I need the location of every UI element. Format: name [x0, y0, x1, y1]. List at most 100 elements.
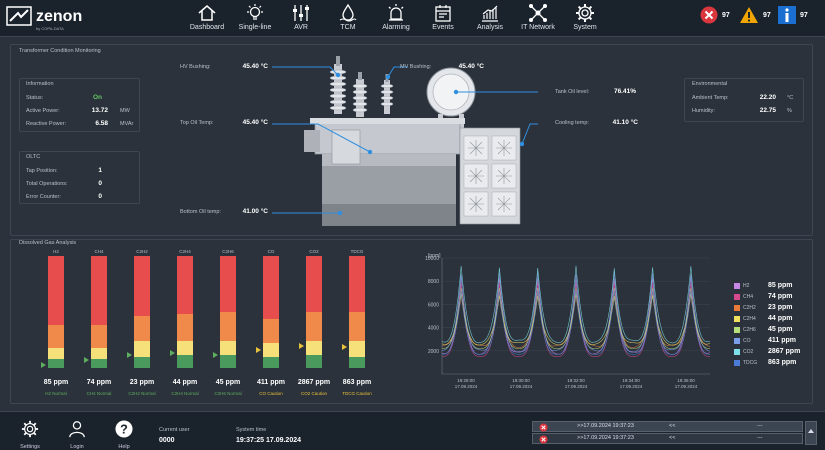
- gas-value: 411 ppm: [256, 379, 285, 386]
- login-button[interactable]: Login: [59, 420, 95, 450]
- event-list-scrollbar[interactable]: [805, 421, 817, 445]
- legend-name: TDCG: [743, 360, 758, 366]
- alarm-error-indicator[interactable]: 97: [700, 6, 736, 26]
- nav-single-line-label: Single-line: [238, 24, 272, 31]
- y-tick-label: 4000: [428, 326, 439, 332]
- x-tick-label: 19:32:00: [567, 378, 585, 383]
- gear-icon: [576, 4, 594, 22]
- series-line-c2h4: [441, 293, 711, 346]
- nav-dashboard-label: Dashboard: [189, 24, 225, 31]
- legend-name: C2H4: [743, 316, 756, 322]
- gas-value: 863 ppm: [342, 379, 372, 386]
- series-line-co2: [441, 265, 711, 344]
- tap-position-value: 1: [98, 167, 102, 174]
- warning-icon: [740, 7, 758, 23]
- nav-single-line[interactable]: Single-line: [235, 0, 275, 37]
- brand-sub: by COPA-DATA: [36, 26, 64, 31]
- nav-dashboard[interactable]: Dashboard: [187, 0, 227, 37]
- nav-system[interactable]: System: [567, 0, 603, 37]
- gas-status: C2H2 Normal: [128, 391, 156, 396]
- gas-level-marker: [213, 351, 218, 358]
- ambient-temp-unit: °C: [787, 95, 794, 101]
- legend-name: CO2: [743, 349, 754, 355]
- gas-bar-column: CO 411 ppm CO Caution: [255, 249, 287, 399]
- y-tick-label: 8000: [428, 279, 439, 285]
- y-tick-label: 2000: [428, 349, 439, 355]
- legend-swatch: [734, 338, 740, 344]
- legend-value: 45 ppm: [768, 326, 793, 333]
- scroll-up-icon: [808, 429, 814, 433]
- legend-item: TDCG 863 ppm: [734, 358, 810, 368]
- nav-tcm[interactable]: TCM: [330, 0, 366, 37]
- mv-bushing-label: MV Bushing:: [400, 64, 432, 70]
- nav-analysis[interactable]: Analysis: [472, 0, 508, 37]
- bottom-oil-value: 41.00 °C: [242, 208, 268, 215]
- event-error-icon: [539, 423, 548, 432]
- beacon-icon: [388, 4, 404, 21]
- gas-level-marker: [84, 357, 89, 364]
- legend-value: 2867 ppm: [768, 348, 801, 355]
- event-row[interactable]: >>17.09.2024 19:37:23 << ---: [532, 433, 803, 444]
- legend-name: H2: [743, 283, 750, 289]
- x-tick-label: 17.09.2024: [565, 384, 588, 389]
- reactive-power-value: 6.58: [95, 120, 108, 127]
- legend-name: C2H6: [743, 327, 756, 333]
- total-operations-value: 0: [98, 180, 102, 187]
- nav-tcm-label: TCM: [340, 24, 356, 31]
- gas-level-marker: [342, 343, 347, 350]
- tank-oil-label: Tank Oil level:: [555, 89, 590, 95]
- settings-button[interactable]: Settings: [12, 420, 48, 450]
- gas-bar-column: C2H2 23 ppm C2H2 Normal: [126, 249, 158, 399]
- legend-swatch: [734, 294, 740, 300]
- legend-item: C2H6 45 ppm: [734, 325, 810, 335]
- gas-value: 2867 ppm: [297, 379, 331, 386]
- gas-level-bar: [134, 256, 150, 368]
- legend-value: 74 ppm: [768, 293, 793, 300]
- tank-oil-value: 76.41%: [613, 88, 636, 95]
- svg-text:?: ?: [120, 423, 128, 437]
- active-power-unit: MW: [120, 108, 130, 114]
- gas-level-marker: [170, 350, 175, 357]
- series-line-h2: [441, 276, 711, 355]
- nav-it-network[interactable]: IT Network: [518, 0, 558, 37]
- gas-bar-column: CH4 74 ppm CH4 Normal: [83, 249, 115, 399]
- help-button[interactable]: ? Help: [106, 420, 142, 450]
- nav-events[interactable]: Events: [425, 0, 461, 37]
- gas-level-bar: [220, 256, 236, 368]
- legend-swatch: [734, 283, 740, 289]
- zenon-logo: zenon by COPA-DATA: [6, 4, 101, 32]
- legend-swatch: [734, 305, 740, 311]
- status-value: On: [92, 94, 102, 101]
- alarm-error-count: 97: [722, 12, 730, 19]
- cooling-temp-value: 41.10 °C: [612, 119, 638, 126]
- nav-avr[interactable]: AVR: [283, 0, 319, 37]
- gas-name: C2H4: [179, 249, 191, 254]
- help-label: Help: [118, 444, 130, 450]
- legend-value: 863 ppm: [768, 359, 797, 366]
- oil-icon: [339, 3, 357, 22]
- event-row[interactable]: >>17.09.2024 19:37:23 << ---: [532, 421, 803, 432]
- x-tick-label: 17.09.2024: [675, 384, 698, 389]
- legend-item: C2H2 23 ppm: [734, 303, 810, 313]
- gas-level-bar: [91, 256, 107, 368]
- info-icon: [778, 6, 796, 24]
- reactive-power-unit: MVAr: [120, 121, 134, 127]
- series-line-c2h2: [441, 291, 711, 348]
- sliders-icon: [293, 5, 309, 21]
- error-icon: [700, 6, 718, 24]
- gas-level-bar: [177, 256, 193, 368]
- active-power-label: Active Power:: [26, 108, 60, 114]
- hv-bushing-label: HV Bushing:: [180, 64, 211, 70]
- info-box: [19, 78, 140, 132]
- nav-system-label: System: [573, 24, 597, 31]
- x-tick-label: 17.09.2024: [510, 384, 533, 389]
- oltc-title: OLTC: [26, 154, 41, 160]
- top-oil-label: Top Oil Temp:: [180, 120, 214, 126]
- alarm-warning-indicator[interactable]: 97: [739, 6, 775, 26]
- alarm-info-indicator[interactable]: 97: [778, 6, 814, 26]
- nav-alarming[interactable]: Alarming: [377, 0, 415, 37]
- chart-y-label: [ppm]: [428, 253, 441, 259]
- gas-name: H2: [53, 249, 59, 254]
- transformer-illustration: [272, 56, 538, 226]
- legend-item: CO 411 ppm: [734, 336, 810, 346]
